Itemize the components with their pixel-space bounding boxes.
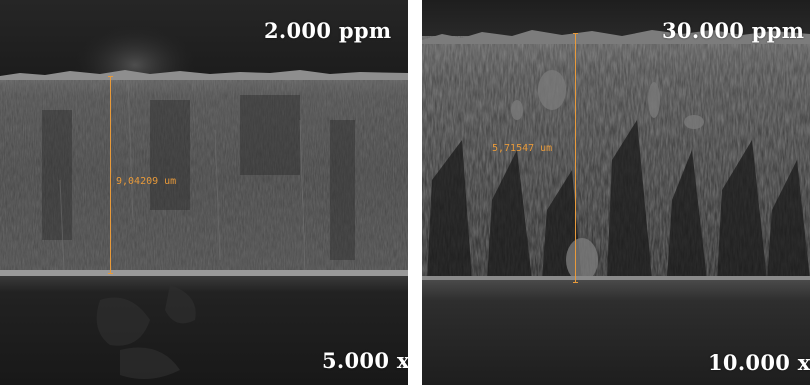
- sem-micrograph-left: [0, 0, 408, 385]
- measure-tick-top-right: [573, 33, 578, 34]
- measure-tick-bottom-right: [573, 282, 578, 283]
- concentration-label-left: 2.000 ppm: [264, 18, 392, 43]
- magnification-label-left: 5.000 x: [322, 348, 408, 373]
- thickness-measure-line-left: [110, 76, 111, 274]
- measure-tick-bottom-left: [108, 273, 113, 274]
- concentration-label-right: 30.000 ppm: [662, 18, 805, 43]
- thickness-measure-line-right: [575, 33, 576, 283]
- thickness-label-left: 9,04209 um: [116, 176, 177, 187]
- sem-image-right: 5,71547 um 30.000 ppm 10.000 x: [422, 0, 810, 385]
- sem-image-left: 9,04209 um 2.000 ppm 5.000 x: [0, 0, 408, 385]
- thickness-label-right: 5,71547 um: [492, 143, 553, 154]
- measure-tick-top-left: [108, 76, 113, 77]
- magnification-label-right: 10.000 x: [708, 350, 810, 375]
- sem-micrograph-right: [422, 0, 810, 385]
